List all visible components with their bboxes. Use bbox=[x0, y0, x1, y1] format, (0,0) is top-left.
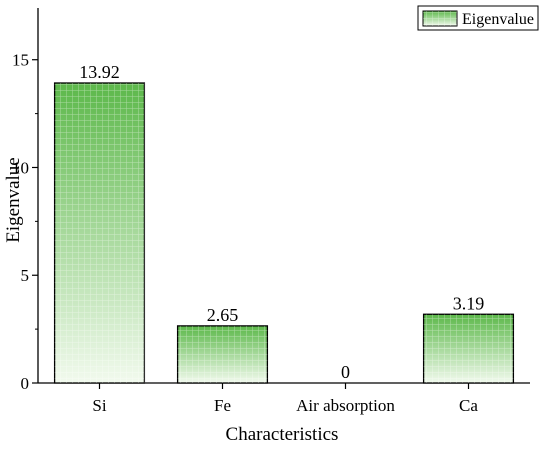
data-label: 3.19 bbox=[453, 293, 485, 313]
bar-mesh bbox=[423, 314, 514, 383]
data-labels: 13.92 2.65 0 3.19 bbox=[79, 62, 484, 382]
data-label: 0 bbox=[341, 362, 350, 382]
x-tick-label: Si bbox=[92, 396, 106, 415]
bar-mesh bbox=[54, 83, 145, 383]
bar-mesh bbox=[177, 325, 268, 383]
y-tick-label: 10 bbox=[12, 158, 29, 177]
y-tick-label: 15 bbox=[12, 51, 29, 70]
x-tick-label: Ca bbox=[459, 396, 478, 415]
y-axis-title: Eigenvalue bbox=[3, 157, 24, 242]
bars bbox=[53, 82, 515, 384]
legend: Eigenvalue bbox=[417, 5, 539, 31]
legend-swatch-mesh bbox=[423, 11, 457, 26]
data-label: 2.65 bbox=[207, 305, 239, 325]
x-tick-label: Fe bbox=[214, 396, 231, 415]
y-tick-label: 0 bbox=[21, 374, 30, 393]
x-tick-label: Air absorption bbox=[296, 396, 395, 415]
x-ticks: Si Fe Air absorption Ca bbox=[92, 383, 478, 415]
data-label: 13.92 bbox=[79, 62, 120, 82]
x-axis-title: Characteristics bbox=[226, 424, 339, 445]
y-ticks: 0 5 10 15 bbox=[12, 51, 38, 393]
y-tick-label: 5 bbox=[21, 266, 30, 285]
legend-label: Eigenvalue bbox=[462, 11, 534, 28]
